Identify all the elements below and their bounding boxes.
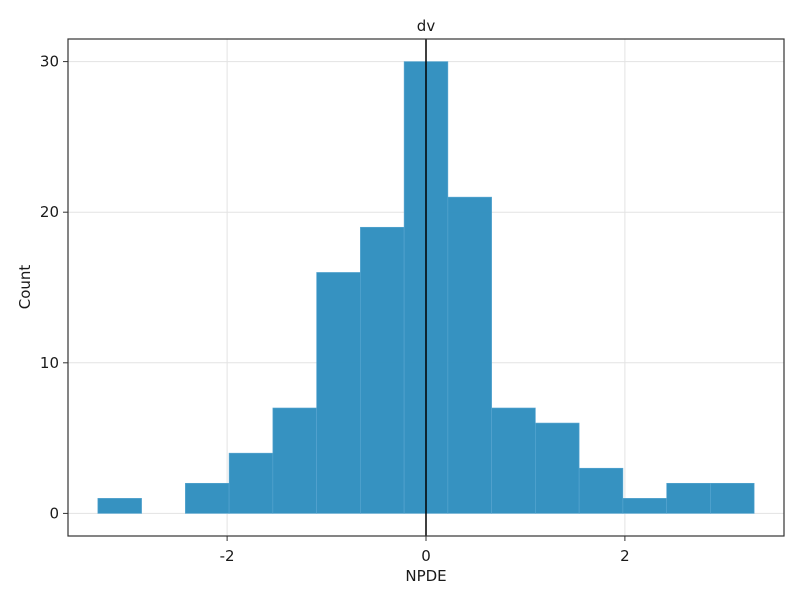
histogram-bar (578, 467, 624, 514)
histogram-bar (622, 498, 667, 514)
x-axis-title: NPDE (405, 567, 446, 585)
y-tick-label: 20 (40, 203, 59, 221)
histogram-bar (447, 196, 492, 514)
histogram-bar (185, 482, 230, 514)
y-tick-label: 10 (40, 354, 59, 372)
histogram-bar (360, 226, 405, 514)
histogram-bar (97, 498, 142, 514)
histogram-bar (710, 482, 755, 514)
y-tick-label: 0 (49, 504, 59, 522)
y-tick-label: 30 (40, 53, 59, 71)
x-tick-label: 2 (620, 547, 630, 565)
y-ticks-layer: 0 10 20 30 (40, 53, 68, 522)
histogram-bar (228, 452, 274, 514)
x-tick-label: -2 (220, 547, 235, 565)
histogram-bar (535, 422, 580, 514)
y-axis-title: Count (16, 265, 34, 310)
histogram-bar (316, 272, 361, 514)
x-tick-label: 0 (421, 547, 431, 565)
histogram-bar (666, 482, 711, 514)
chart-title: dv (417, 17, 436, 35)
x-ticks-layer: -2 0 2 (220, 536, 630, 565)
histogram-bar (272, 407, 317, 514)
histogram-bar (491, 407, 536, 514)
